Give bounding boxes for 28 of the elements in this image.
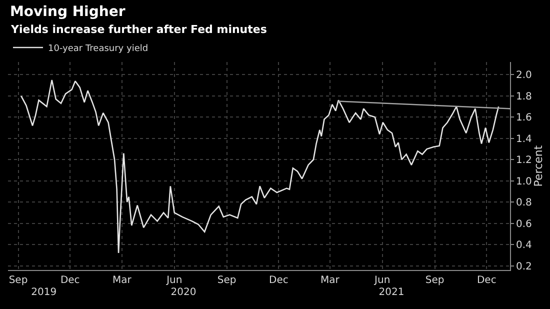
y-axis-title: Percent <box>532 144 545 187</box>
x-tick-label: Jun <box>166 275 182 286</box>
x2-tick-label: 2019 <box>31 287 57 298</box>
y-tick-label: 0.4 <box>516 240 532 252</box>
x-tick-label: Sep <box>425 275 444 286</box>
x-tick-label: Sep <box>217 275 236 286</box>
chart-title: Moving Higher <box>10 4 126 20</box>
y-tick-label: 0.8 <box>516 198 532 209</box>
y-tick-label: 2.0 <box>516 70 532 82</box>
x2-tick-label: 2020 <box>170 287 196 298</box>
chart-subtitle: Yields increase further after Fed minutes <box>10 23 268 36</box>
y-tick-label: 1.2 <box>516 155 532 166</box>
x-tick-label: Dec <box>268 275 288 286</box>
y-tick-label: 0.2 <box>516 261 532 272</box>
x2-tick-label: 2021 <box>378 287 404 298</box>
legend-label: 10-year Treasury yield <box>48 44 148 54</box>
x-tick-label: Mar <box>320 275 340 286</box>
line-series <box>20 79 500 254</box>
y-tick-label: 1.4 <box>516 134 532 145</box>
y-tick-label: 1.0 <box>516 176 532 188</box>
y-tick-label: 1.8 <box>516 91 532 102</box>
x-tick-label: Dec <box>60 275 80 286</box>
x-tick-label: Sep <box>8 275 28 286</box>
x-tick-label: Dec <box>476 275 496 286</box>
x-tick-label: Jun <box>374 275 390 286</box>
y-tick-label: 0.6 <box>516 218 532 230</box>
y-tick-label: 1.6 <box>516 112 532 124</box>
x-tick-label: Mar <box>112 275 132 286</box>
